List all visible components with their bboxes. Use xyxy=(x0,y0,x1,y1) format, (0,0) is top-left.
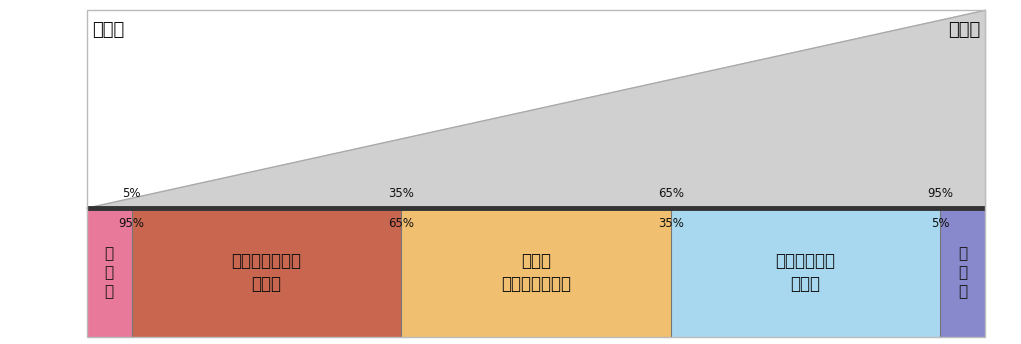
Text: 粘土質: 粘土質 xyxy=(92,21,125,39)
Text: 35%: 35% xyxy=(388,186,415,200)
Bar xyxy=(87,10,985,208)
Text: 石灰質: 石灰質 xyxy=(947,21,980,39)
Bar xyxy=(87,10,985,337)
Text: 95%: 95% xyxy=(927,186,954,200)
Text: 粘土混じりの
石灰岩: 粘土混じりの 石灰岩 xyxy=(776,252,835,293)
Text: 35%: 35% xyxy=(658,217,684,230)
Text: 5%: 5% xyxy=(123,186,141,200)
Bar xyxy=(132,208,401,337)
Bar xyxy=(87,208,132,337)
Text: 石
灰
岩: 石 灰 岩 xyxy=(959,247,967,299)
Text: 65%: 65% xyxy=(388,217,415,230)
Text: 石灰質混じりの
粘土岩: 石灰質混じりの 粘土岩 xyxy=(232,252,301,293)
Polygon shape xyxy=(87,10,985,208)
Text: 95%: 95% xyxy=(118,217,145,230)
Text: マルヌ
泥灰岩・泥灰土: マルヌ 泥灰岩・泥灰土 xyxy=(501,252,571,293)
Bar xyxy=(401,208,671,337)
Text: 65%: 65% xyxy=(658,186,684,200)
Text: 5%: 5% xyxy=(931,217,950,230)
Bar xyxy=(671,208,940,337)
Text: 粘
土
岩: 粘 土 岩 xyxy=(105,247,113,299)
Bar xyxy=(940,208,985,337)
